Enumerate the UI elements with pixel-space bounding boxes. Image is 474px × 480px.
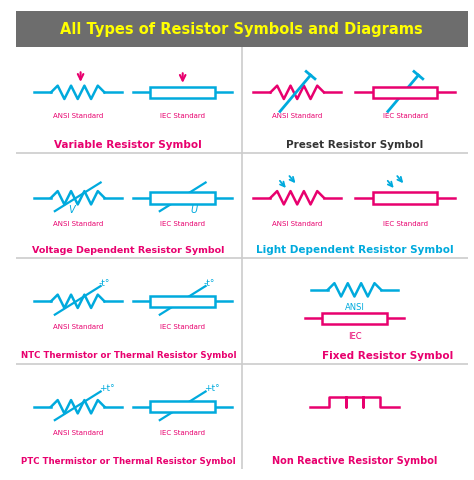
Bar (150, 86, 215, 98)
Text: +t°: +t° (204, 384, 219, 394)
Text: ANSI Standard: ANSI Standard (53, 221, 103, 227)
Text: NTC Thermistor or Thermal Resistor Symbol: NTC Thermistor or Thermal Resistor Symbo… (20, 351, 236, 360)
Text: ANSI Standard: ANSI Standard (272, 221, 322, 227)
Text: IEC Standard: IEC Standard (160, 221, 205, 227)
Text: IEC: IEC (347, 332, 361, 341)
Text: ANSI Standard: ANSI Standard (53, 430, 103, 436)
Text: IEC Standard: IEC Standard (383, 221, 428, 227)
Bar (150, 296, 215, 307)
Bar (16, 11, 468, 47)
Text: ANSI Standard: ANSI Standard (53, 113, 103, 120)
Text: PTC Thermistor or Thermal Resistor Symbol: PTC Thermistor or Thermal Resistor Symbo… (21, 457, 236, 466)
Bar (322, 313, 387, 324)
Bar (373, 86, 438, 98)
Text: V: V (68, 205, 75, 215)
Text: IEC Standard: IEC Standard (160, 430, 205, 436)
Text: All Types of Resistor Symbols and Diagrams: All Types of Resistor Symbols and Diagra… (61, 22, 423, 36)
Text: IEC Standard: IEC Standard (160, 324, 205, 330)
Bar (150, 192, 215, 204)
Text: ANSI Standard: ANSI Standard (53, 324, 103, 330)
Text: Preset Resistor Symbol: Preset Resistor Symbol (286, 140, 423, 150)
Text: IEC Standard: IEC Standard (160, 113, 205, 120)
Text: -t°: -t° (204, 279, 215, 288)
Text: IEC Standard: IEC Standard (383, 113, 428, 120)
Text: Non Reactive Resistor Symbol: Non Reactive Resistor Symbol (272, 456, 437, 467)
Bar (150, 401, 215, 412)
Text: Fixed Resistor Symbol: Fixed Resistor Symbol (322, 351, 454, 361)
Text: Light Dependent Resistor Symbol: Light Dependent Resistor Symbol (255, 245, 453, 255)
Text: ANSI: ANSI (345, 303, 365, 312)
Text: U: U (191, 205, 198, 215)
Text: -t°: -t° (99, 279, 110, 288)
Text: Variable Resistor Symbol: Variable Resistor Symbol (55, 140, 202, 150)
Text: ANSI Standard: ANSI Standard (272, 113, 322, 120)
Text: Voltage Dependent Resistor Symbol: Voltage Dependent Resistor Symbol (32, 246, 225, 255)
Text: +t°: +t° (99, 384, 114, 394)
Bar (373, 192, 438, 204)
